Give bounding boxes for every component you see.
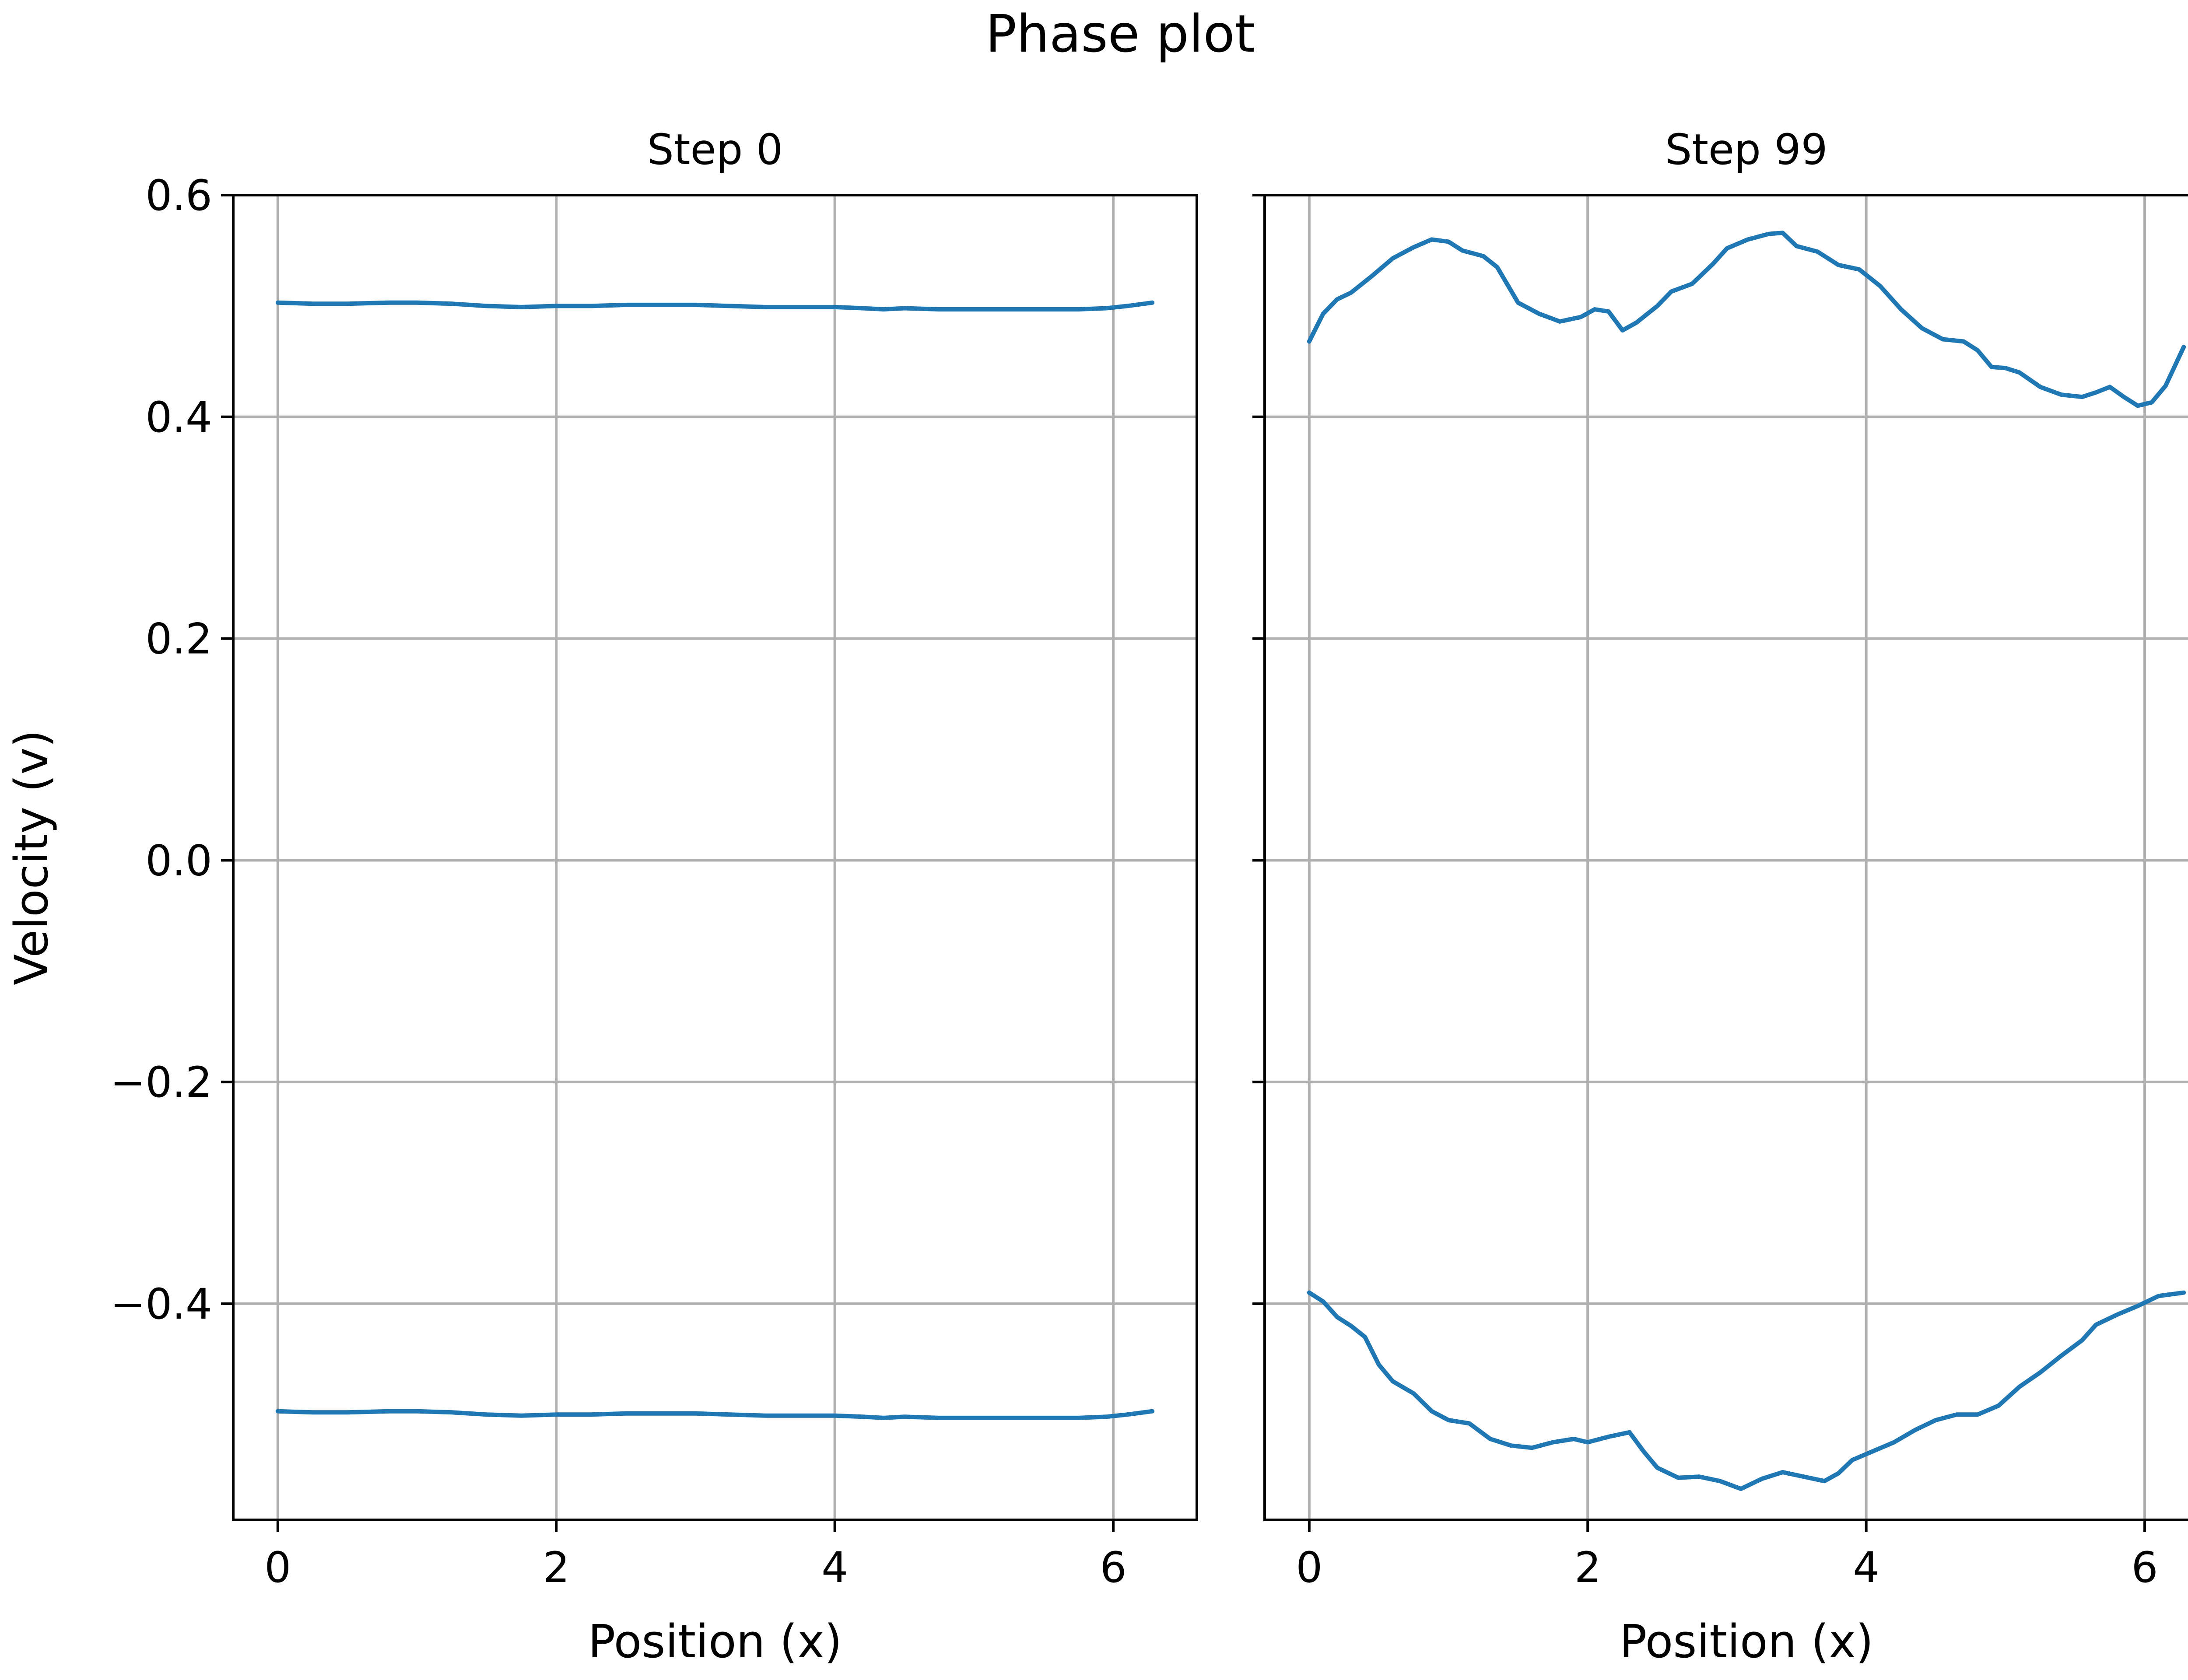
subplot-1: 0 2 4 6 −0.4 −0.2 0.0 0.2 0.4 0.6 Step 0 Position (… [5,125,1198,1668]
x-tick-label: 4 [821,1543,848,1592]
y-tick-label: 0.4 [145,393,212,442]
axes-layer: 0 2 4 6 −0.4 −0.2 0.0 0.2 0.4 0.6 Step 0 Position (… [5,125,2188,1668]
x-axis-label: Position (x) [1620,1615,1874,1668]
series-line-2 [1307,1290,2186,1491]
x-tick-label: 0 [1296,1543,1322,1592]
subplot-title: Step 0 [647,125,783,174]
subplot-2: 0 2 4 6 Step 99 Position (x) [1252,125,2188,1668]
y-tick-label: 0.2 [145,615,212,664]
series-line-2 [275,1409,1155,1420]
x-tick-label: 2 [1574,1543,1601,1592]
series-line-1 [275,300,1155,312]
figure-title: Phase plot [985,4,1255,64]
x-tick-label: 6 [2132,1543,2158,1592]
y-tick-label: −0.2 [110,1058,212,1107]
y-tick-label: 0.6 [145,171,212,220]
x-tick-label: 6 [1100,1543,1127,1592]
x-tick-label: 0 [264,1543,291,1592]
series-line-1 [1307,231,2186,408]
x-tick-label: 2 [543,1543,570,1592]
x-axis-label: Position (x) [588,1615,842,1668]
y-tick-label: −0.4 [110,1280,212,1329]
subplot-title: Step 99 [1665,125,1827,174]
axes-frame [1263,194,2188,1521]
axes-frame [232,194,1198,1521]
y-tick-label: 0.0 [145,836,212,885]
x-tick-label: 4 [1853,1543,1879,1592]
y-axis-label: Velocity (v) [5,730,58,985]
